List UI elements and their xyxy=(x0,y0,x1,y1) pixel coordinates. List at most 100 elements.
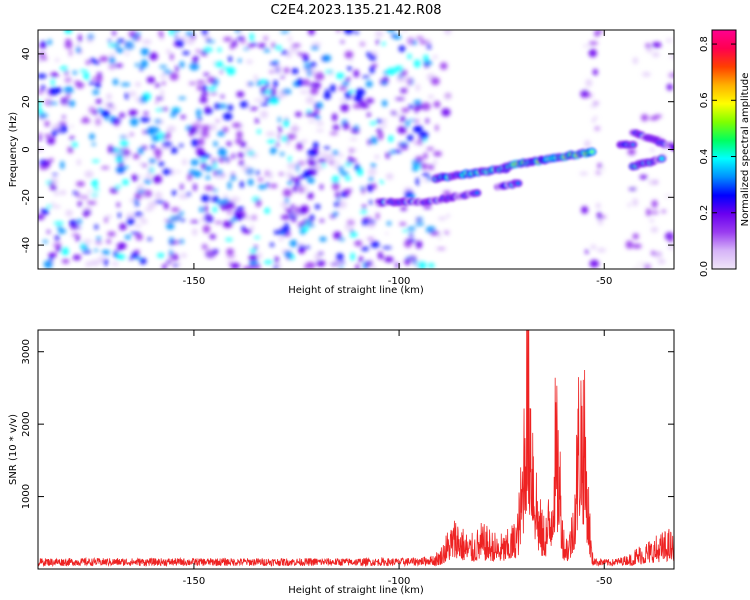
spectrogram-noise-cell xyxy=(180,183,184,191)
spectrogram-noise-cell xyxy=(193,183,197,192)
spectrogram-noise-cell xyxy=(423,60,433,66)
spectrogram-noise-cell xyxy=(376,39,380,45)
spectrogram-x-tick-label: -150 xyxy=(183,276,206,287)
spectrogram-noise-cell xyxy=(331,175,340,184)
snr-y-tick-label: 1000 xyxy=(21,484,32,509)
signal-core xyxy=(590,150,594,154)
spectrogram-noise-cell xyxy=(319,152,328,158)
spectrogram-noise-cell xyxy=(94,60,100,65)
spectrogram-noise-cell xyxy=(381,42,386,46)
spectrogram-noise-cell xyxy=(170,168,175,176)
spectrogram-noise-cell xyxy=(76,46,81,53)
spectrogram-noise-cell xyxy=(353,94,363,103)
spectrogram-noise-cell xyxy=(136,35,141,41)
spectrogram-noise-cell xyxy=(171,190,177,196)
spectrogram-noise-cell xyxy=(230,196,240,203)
spectrogram-noise-cell xyxy=(335,191,340,199)
spectrogram-noise-cell xyxy=(106,93,112,101)
spectrogram-noise-cell xyxy=(423,54,429,61)
spectrogram-noise-cell xyxy=(287,180,292,186)
spectrogram-noise-cell xyxy=(51,78,55,86)
snr-x-tick-label: -50 xyxy=(596,576,612,587)
spectrogram-noise-cell xyxy=(120,82,131,87)
spectrogram-noise-cell xyxy=(214,221,222,224)
snr-series-line xyxy=(38,330,674,568)
spectrogram-noise-cell xyxy=(269,242,275,247)
colorbar-gradient xyxy=(712,30,736,269)
spectrogram-noise-cell xyxy=(200,217,207,222)
spectrogram-noise-cell xyxy=(414,141,419,145)
spectrogram-noise-cell xyxy=(388,135,394,143)
spectrogram-noise-cell xyxy=(143,179,152,184)
spectrogram-noise-cell xyxy=(182,158,187,166)
spectrogram-noise-cell xyxy=(582,44,590,48)
spectrogram-noise-cell xyxy=(371,64,378,68)
spectrogram-noise-cell xyxy=(248,153,259,158)
spectrogram-noise-cell xyxy=(219,203,230,211)
spectrogram-noise-cell xyxy=(116,248,122,252)
spectrogram-noise-cell xyxy=(265,131,276,137)
spectrogram-noise-cell xyxy=(41,208,49,215)
spectrogram-noise-cell xyxy=(389,150,394,155)
spectrogram-noise-cell xyxy=(253,245,258,251)
spectrogram-noise-cell xyxy=(76,181,85,187)
spectrogram-noise-cell xyxy=(645,43,651,48)
spectrogram-noise-cell xyxy=(347,66,352,71)
spectrogram-noise-cell xyxy=(134,224,142,228)
spectrogram-noise-cell xyxy=(233,210,239,214)
spectrogram-noise-cell xyxy=(628,187,637,191)
spectrogram-noise-cell xyxy=(138,162,143,166)
spectrogram-noise-cell xyxy=(375,212,380,220)
spectrogram-noise-cell xyxy=(406,134,414,142)
spectrogram-noise-cell xyxy=(386,67,396,76)
spectrogram-noise-cell xyxy=(627,202,631,208)
spectrogram-noise-cell xyxy=(108,53,116,57)
spectrogram-noise-cell xyxy=(105,215,113,219)
spectrogram-noise-cell xyxy=(279,232,287,235)
spectrogram-noise-cell xyxy=(653,114,663,118)
spectrogram-noise-cell xyxy=(306,158,316,165)
spectrogram-noise-cell xyxy=(91,142,96,146)
spectrogram-noise-cell xyxy=(408,233,414,236)
spectrogram-noise-cell xyxy=(579,171,589,176)
spectrogram-noise-cell xyxy=(271,42,276,48)
spectrogram-noise-cell xyxy=(415,156,424,162)
spectrogram-noise-cell xyxy=(159,32,164,40)
spectrogram-noise-cell xyxy=(287,162,297,170)
spectrogram-noise-cell xyxy=(584,93,593,98)
spectrogram-noise-cell xyxy=(247,44,255,48)
spectrogram-noise-cell xyxy=(405,77,415,84)
spectrogram-noise-cell xyxy=(48,158,54,163)
spectrogram-noise-cell xyxy=(414,105,419,114)
spectrogram-noise-cell xyxy=(64,30,73,34)
spectrogram-noise-cell xyxy=(163,202,169,210)
spectrogram-noise-cell xyxy=(217,148,227,157)
spectrogram-noise-cell xyxy=(293,123,297,128)
spectrogram-noise-cell xyxy=(114,63,124,68)
spectrogram-noise-cell xyxy=(97,108,104,113)
spectrogram-noise-cell xyxy=(591,118,596,123)
spectrogram-noise-cell xyxy=(646,208,651,217)
spectrogram-noise-cell xyxy=(90,259,100,266)
spectrogram-noise-cell xyxy=(230,176,237,181)
spectrogram-noise-cell xyxy=(169,72,179,81)
spectrogram-noise-cell xyxy=(367,169,377,175)
spectrogram-noise-cell xyxy=(83,206,92,211)
spectrogram-noise-cell xyxy=(162,264,168,269)
spectrogram-noise-cell xyxy=(284,251,293,258)
spectrogram-noise-cell xyxy=(641,114,649,122)
spectrogram-noise-cell xyxy=(278,125,282,133)
spectrogram-noise-cell xyxy=(441,108,451,117)
spectrogram-noise-cell xyxy=(134,198,138,204)
spectrogram-noise-cell xyxy=(130,117,139,127)
spectrogram-noise-cell xyxy=(230,218,236,223)
spectrogram-noise-cell xyxy=(430,77,440,86)
spectrogram-noise-cell xyxy=(362,75,370,79)
spectrogram-noise-cell xyxy=(344,162,352,167)
spectrogram-noise-cell xyxy=(222,220,233,228)
spectrogram-noise-cell xyxy=(150,144,156,150)
spectrogram-noise-cell xyxy=(341,81,350,87)
spectrogram-noise-cell xyxy=(386,221,392,226)
spectrogram-noise-cell xyxy=(412,126,423,133)
spectrogram-noise-cell xyxy=(189,62,199,71)
